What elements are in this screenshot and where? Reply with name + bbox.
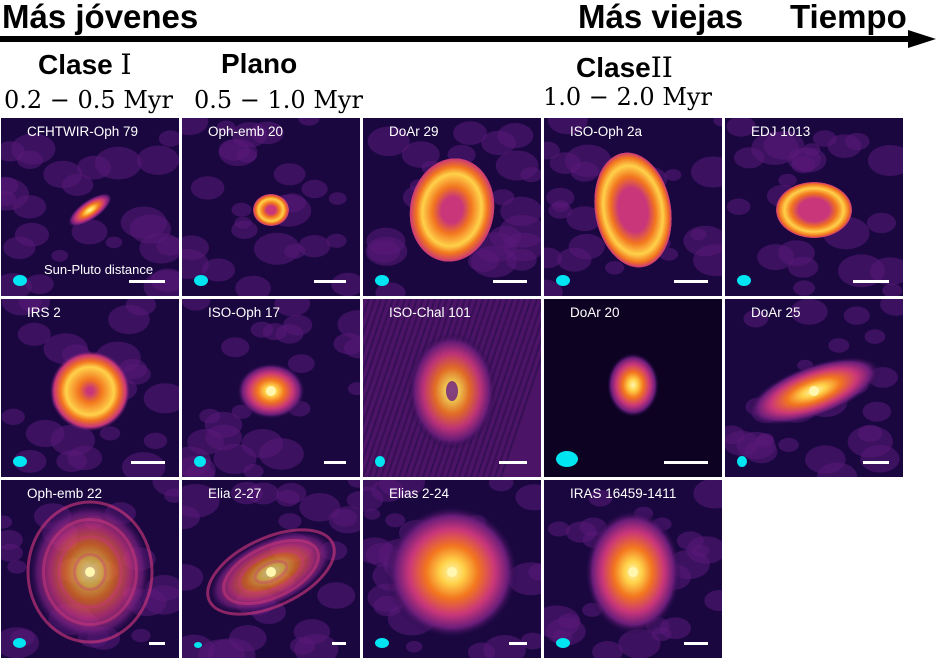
scale-bar bbox=[493, 280, 527, 283]
disk-name-label: CFHTWIR-Oph 79 bbox=[27, 124, 139, 139]
disk-image bbox=[544, 480, 722, 658]
disk-image bbox=[182, 480, 360, 658]
disk-image bbox=[182, 299, 360, 477]
beam-ellipse bbox=[13, 638, 26, 648]
beam-ellipse bbox=[194, 456, 206, 467]
disk-name-label: DoAr 29 bbox=[389, 124, 439, 139]
disk-image bbox=[363, 480, 541, 658]
disk-name-label: IRAS 16459-1411 bbox=[570, 486, 677, 501]
disk-image bbox=[1, 299, 179, 477]
beam-ellipse bbox=[194, 642, 202, 648]
disk-panel: Elia 2-27 bbox=[182, 480, 360, 658]
disk-panel: CFHTWIR-Oph 79 bbox=[1, 118, 179, 296]
scale-bar bbox=[664, 461, 708, 464]
flat-title: Plano bbox=[221, 48, 298, 79]
beam-ellipse bbox=[194, 275, 208, 286]
scale-bar bbox=[314, 280, 346, 283]
class-i-title: Clase I bbox=[38, 48, 132, 81]
beam-ellipse bbox=[737, 275, 751, 286]
disk-name-label: ISO-Oph 2a bbox=[570, 124, 643, 139]
beam-ellipse bbox=[13, 456, 27, 467]
disk-panel: ISO-Oph 2a bbox=[544, 118, 722, 296]
time-arrow bbox=[0, 30, 936, 50]
disk-name-label: IRS 2 bbox=[27, 305, 61, 320]
disk-image bbox=[1, 118, 179, 296]
disk-image bbox=[544, 118, 722, 296]
beam-ellipse bbox=[556, 451, 578, 467]
time-label: Tiempo bbox=[790, 0, 907, 35]
disk-image bbox=[725, 118, 903, 296]
scale-bar bbox=[684, 642, 708, 645]
disk-panel: IRAS 16459-1411 bbox=[544, 480, 722, 658]
scale-bar bbox=[131, 461, 165, 464]
flat-age: 0.5 − 1.0 Myr bbox=[194, 86, 363, 114]
disk-image bbox=[363, 299, 541, 477]
disk-image bbox=[544, 299, 722, 477]
younger-label: Más jóvenes bbox=[2, 0, 199, 35]
class-ii-age: 1.0 − 2.0 Myr bbox=[543, 83, 712, 111]
disk-panel: IRS 2 bbox=[1, 299, 179, 477]
disk-name-label: DoAr 20 bbox=[570, 305, 620, 320]
scale-bar bbox=[324, 461, 346, 464]
scale-bar bbox=[509, 642, 527, 645]
disk-panel: ISO-Oph 17 bbox=[182, 299, 360, 477]
scale-bar bbox=[129, 280, 165, 283]
scale-bar bbox=[674, 280, 708, 283]
scale-bar bbox=[863, 461, 889, 464]
beam-ellipse bbox=[375, 638, 389, 648]
disk-name-label: Oph-emb 22 bbox=[27, 486, 103, 501]
scale-bar bbox=[853, 280, 889, 283]
disk-panel: DoAr 25 bbox=[725, 299, 903, 477]
class-ii-title: ClaseII bbox=[576, 51, 673, 84]
beam-ellipse bbox=[737, 456, 747, 467]
beam-ellipse bbox=[556, 638, 570, 648]
disk-image bbox=[363, 118, 541, 296]
scale-bar bbox=[149, 642, 165, 645]
disk-name-label: ISO-Chal 101 bbox=[389, 305, 471, 320]
disk-panel: Elias 2-24 bbox=[363, 480, 541, 658]
arrow-head-icon bbox=[908, 30, 936, 48]
disk-panel: DoAr 29 bbox=[363, 118, 541, 296]
disk-name-label: ISO-Oph 17 bbox=[208, 305, 281, 320]
class-i-age: 0.2 − 0.5 Myr bbox=[4, 86, 173, 114]
disk-name-label: Elias 2-24 bbox=[389, 486, 450, 501]
disk-panel: Oph-emb 22 bbox=[1, 480, 179, 658]
disk-image bbox=[725, 299, 903, 477]
scale-bar bbox=[332, 642, 346, 645]
beam-ellipse bbox=[556, 275, 570, 286]
beam-ellipse bbox=[375, 456, 385, 467]
scale-bar bbox=[499, 461, 527, 464]
older-label: Más viejas bbox=[578, 0, 744, 35]
disk-panel: EDJ 1013 bbox=[725, 118, 903, 296]
disk-name-label: DoAr 25 bbox=[751, 305, 801, 320]
disk-name-label: Oph-emb 20 bbox=[208, 124, 284, 139]
disk-panel: DoAr 20 bbox=[544, 299, 722, 477]
disk-image bbox=[1, 480, 179, 658]
disk-image bbox=[182, 118, 360, 296]
disk-panel: Oph-emb 20 bbox=[182, 118, 360, 296]
beam-ellipse bbox=[13, 275, 27, 286]
beam-ellipse bbox=[375, 275, 389, 286]
disk-name-label: EDJ 1013 bbox=[751, 124, 811, 139]
scale-label: Sun-Pluto distance bbox=[44, 262, 154, 277]
disk-name-label: Elia 2-27 bbox=[208, 486, 262, 501]
disk-panel: ISO-Chal 101 bbox=[363, 299, 541, 477]
